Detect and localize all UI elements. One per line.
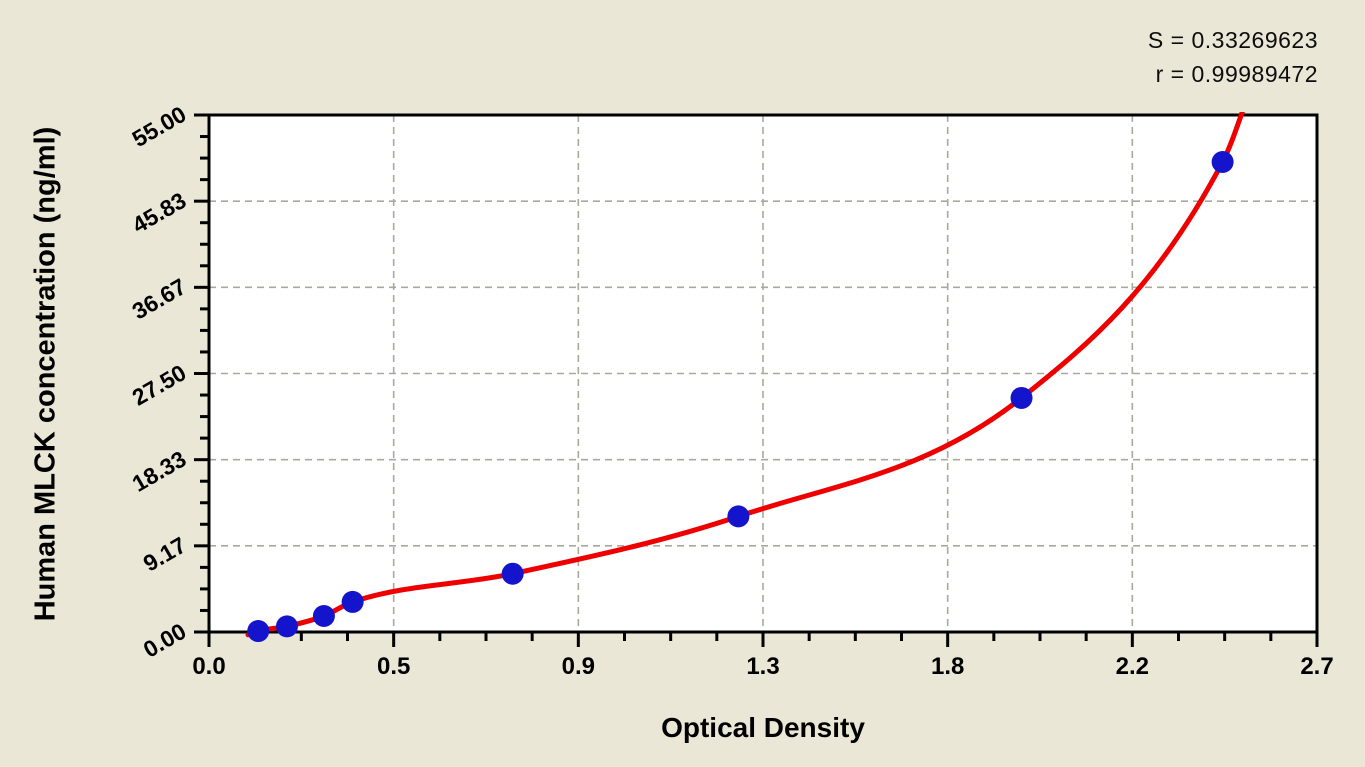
y-axis-title: Human MLCK concentration (ng/ml) bbox=[29, 126, 62, 622]
y-tick-label: 36.67 bbox=[128, 273, 191, 324]
r-value-label: r = 0.99989472 bbox=[1155, 61, 1318, 87]
y-tick-label: 18.33 bbox=[128, 445, 191, 496]
x-tick-label: 2.7 bbox=[1300, 653, 1333, 680]
x-tick-label: 1.8 bbox=[931, 653, 964, 680]
y-tick-label: 9.17 bbox=[139, 532, 191, 577]
fit-statistics: S = 0.33269623 r = 0.99989472 bbox=[1148, 23, 1318, 91]
data-point bbox=[247, 620, 270, 643]
x-tick-label: 0.9 bbox=[562, 653, 595, 680]
y-tick-label: 55.00 bbox=[128, 101, 191, 152]
data-point bbox=[341, 590, 364, 613]
x-tick-label: 2.2 bbox=[1116, 653, 1149, 680]
data-point bbox=[1010, 386, 1033, 409]
x-tick-label: 0.5 bbox=[377, 653, 410, 680]
x-axis-title: Optical Density bbox=[661, 712, 865, 743]
y-tick-label: 0.00 bbox=[139, 618, 191, 663]
data-point bbox=[312, 605, 335, 628]
data-point bbox=[1211, 151, 1234, 173]
data-point bbox=[501, 562, 524, 585]
x-tick-label: 1.3 bbox=[746, 653, 779, 680]
data-point bbox=[275, 615, 298, 638]
data-point bbox=[727, 505, 750, 528]
x-tick-label: 0.0 bbox=[192, 653, 225, 680]
s-value-label: S = 0.33269623 bbox=[1147, 27, 1318, 53]
y-tick-label: 45.83 bbox=[128, 187, 191, 238]
y-tick-label: 27.50 bbox=[128, 359, 191, 410]
